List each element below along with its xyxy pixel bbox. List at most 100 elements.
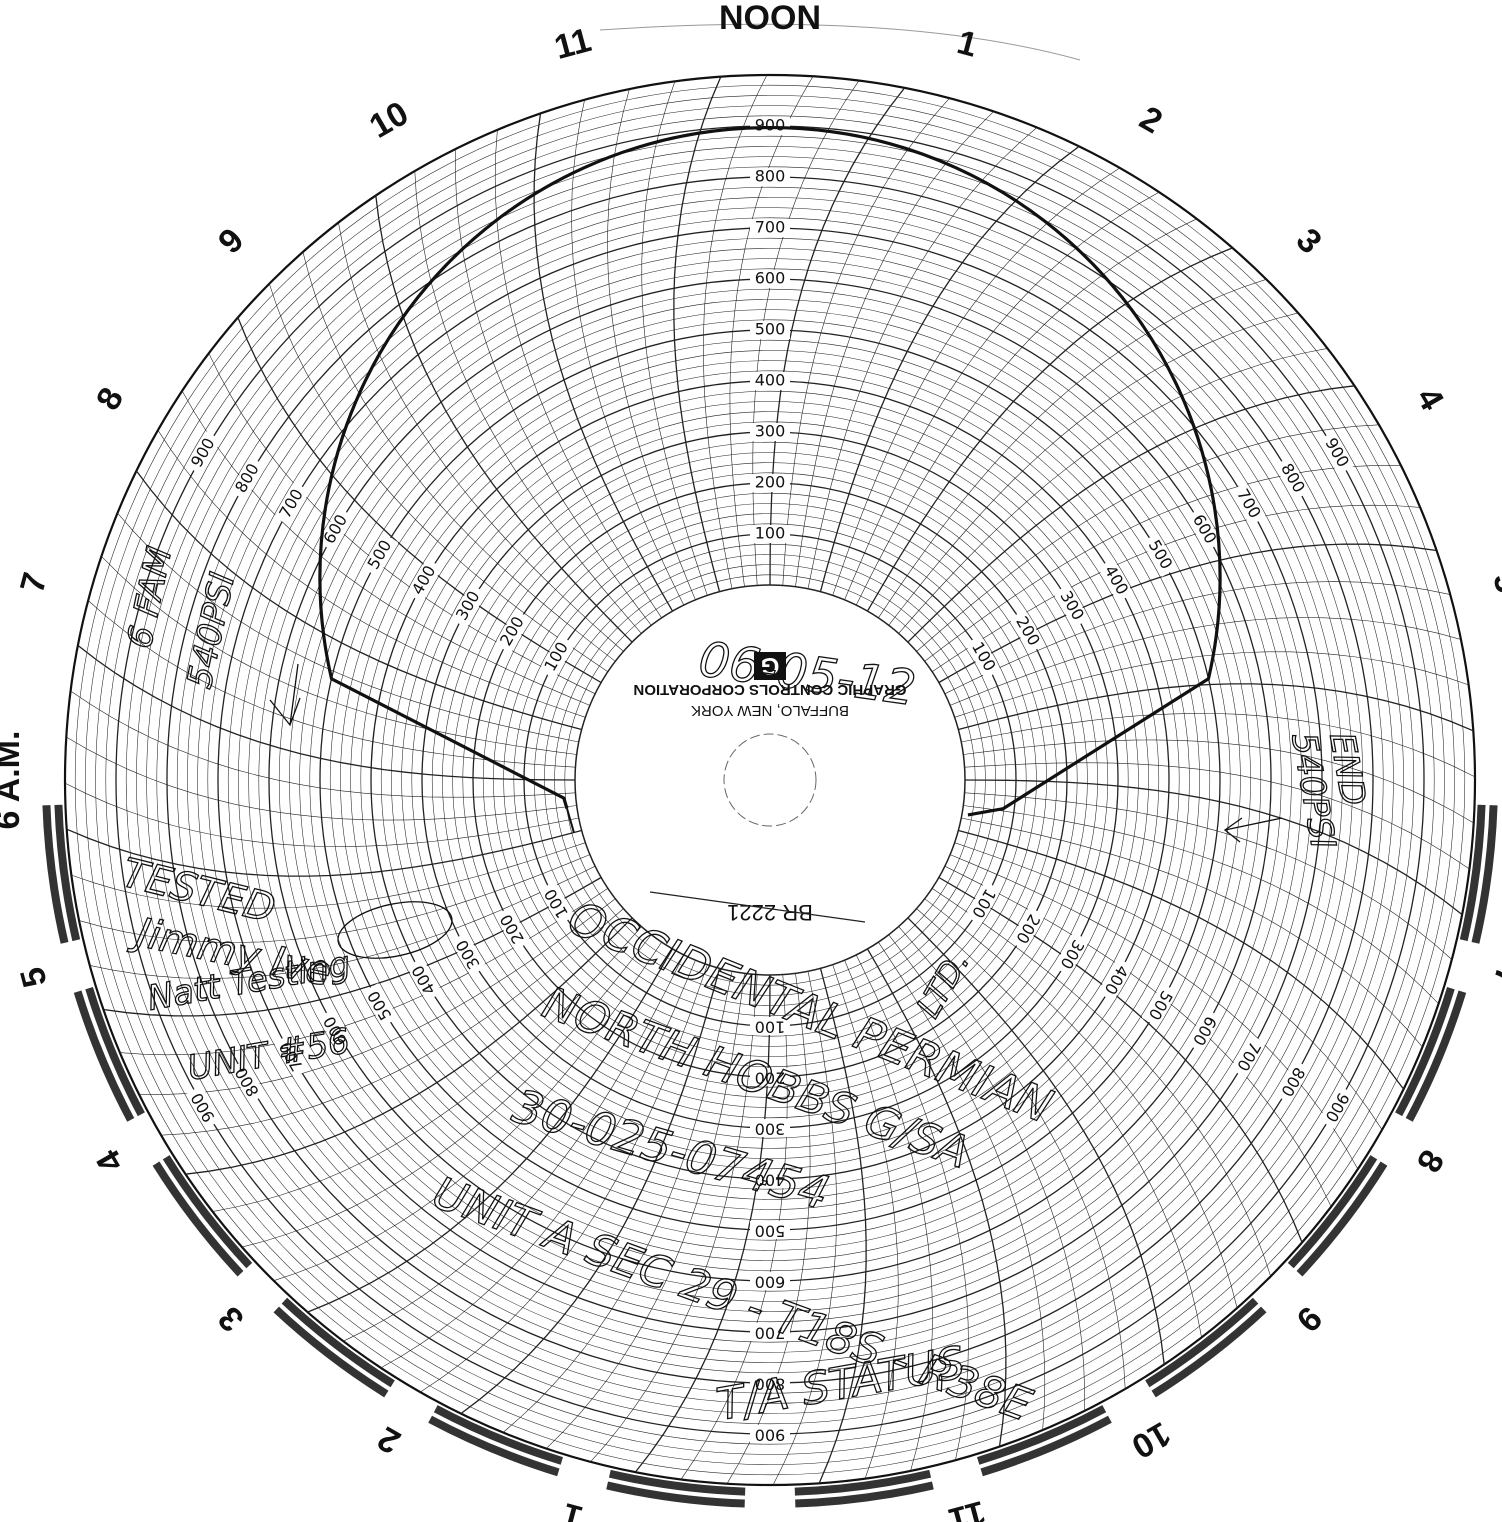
manufacturer-name: GRAPHIC CONTROLS CORPORATION <box>633 681 906 698</box>
hour-label: 2 <box>1133 99 1168 141</box>
minor-ring <box>146 156 1394 1404</box>
trace-baseline <box>566 808 575 833</box>
scale-label-bg <box>1053 584 1090 628</box>
minor-ring <box>391 401 1149 1159</box>
night-bar <box>608 1469 746 1496</box>
time-line <box>502 971 733 1433</box>
scale-label-bg <box>750 219 790 237</box>
time-line <box>795 111 994 587</box>
scale-label-bg <box>750 423 790 441</box>
hour-line <box>77 644 576 781</box>
scale-label-group: 500 <box>362 983 399 1027</box>
time-line <box>832 964 899 1479</box>
minor-ring <box>340 350 1200 1210</box>
time-line <box>954 842 1383 1130</box>
scale-label-group: 500 <box>750 1221 790 1241</box>
time-line <box>71 842 586 909</box>
scale-label-group: 100 <box>750 1017 790 1037</box>
time-line <box>772 971 837 1486</box>
minor-ring <box>74 84 1466 1476</box>
minor-ring <box>207 217 1333 1343</box>
hour-label: 5 <box>13 963 55 991</box>
scale-label-bg <box>750 168 790 186</box>
company-suffix: LTD. <box>909 944 977 1024</box>
scale-label-bg <box>750 1221 790 1239</box>
time-line <box>931 504 1421 672</box>
hour-label: 9 <box>211 221 251 261</box>
time-line <box>844 191 1160 600</box>
time-line <box>950 617 1461 706</box>
night-bar <box>1151 1306 1267 1398</box>
scale-label-bg <box>750 1119 790 1137</box>
time-line <box>916 908 1202 1338</box>
scale-label-group: 300 <box>750 1119 790 1139</box>
scale-label-group: 200 <box>750 473 790 492</box>
time-line <box>898 926 1126 1390</box>
time-line <box>157 430 586 718</box>
unit-line: UNIT #56 <box>185 1021 353 1089</box>
hour-line <box>185 917 633 1175</box>
hour-line <box>907 917 1165 1365</box>
time-line <box>380 960 696 1369</box>
hub-divider <box>649 891 866 923</box>
scale-label-bg <box>229 1059 266 1104</box>
time-line <box>924 898 1238 1309</box>
scale-label-bg <box>450 584 487 628</box>
scale-label: 900 <box>755 116 786 135</box>
time-line <box>931 888 1271 1277</box>
scale-label-bg <box>1009 609 1046 654</box>
hour-line <box>673 76 722 592</box>
manufacturer-logo: G <box>754 652 786 680</box>
time-line <box>212 926 642 1212</box>
night-bar <box>162 1155 253 1269</box>
time-line <box>944 581 1451 695</box>
scale-label-bg <box>185 1085 222 1129</box>
scale-label-bg <box>318 1008 354 1053</box>
scale-label-bg <box>750 372 790 390</box>
scale-label-bg <box>1318 1085 1355 1129</box>
time-line <box>139 898 616 1095</box>
minor-ring <box>380 390 1160 1170</box>
time-line <box>302 251 616 662</box>
time-line <box>338 222 624 652</box>
logo-letter: G <box>761 652 780 679</box>
scale-label: 800 <box>755 167 786 186</box>
scale-label: 400 <box>755 371 786 390</box>
scale-label: 800 <box>755 1375 786 1394</box>
page-edge <box>599 23 1081 61</box>
scale-label-bg <box>1274 1059 1311 1104</box>
minor-ring <box>350 360 1190 1200</box>
time-line <box>607 89 696 600</box>
scale-label-group: 700 <box>750 1323 790 1343</box>
night-bar <box>281 1297 395 1388</box>
night-bar <box>273 1306 389 1398</box>
scale-label-bg <box>965 635 1001 679</box>
time-line <box>898 348 1328 634</box>
scale-label-bg <box>750 1323 790 1341</box>
minor-ring <box>309 319 1231 1241</box>
scale-label-bg <box>1141 533 1178 577</box>
minor-ring <box>258 268 1282 1292</box>
minor-ring <box>136 146 1404 1414</box>
time-line <box>414 170 642 634</box>
scale-label-bg <box>406 957 443 1002</box>
hour-label: 4 <box>1409 381 1451 416</box>
time-line <box>160 908 624 1136</box>
time-line <box>64 782 579 847</box>
scale-label-group: 900 <box>750 116 790 135</box>
hour-line <box>907 385 1355 643</box>
hour-line <box>866 247 1233 612</box>
time-line <box>924 465 1401 662</box>
time-line <box>590 974 758 1462</box>
scale-label: 100 <box>755 524 786 543</box>
hour-label: 2 <box>371 1419 406 1461</box>
night-bar <box>1471 805 1498 944</box>
time-line <box>855 954 969 1461</box>
time-line <box>963 739 1474 824</box>
hour-line <box>958 683 1474 732</box>
time-line <box>546 973 745 1449</box>
minor-ring <box>238 248 1302 1312</box>
hour-line <box>958 829 1405 1090</box>
hour-label: NOON <box>719 0 821 37</box>
minor-ring <box>156 166 1384 1394</box>
